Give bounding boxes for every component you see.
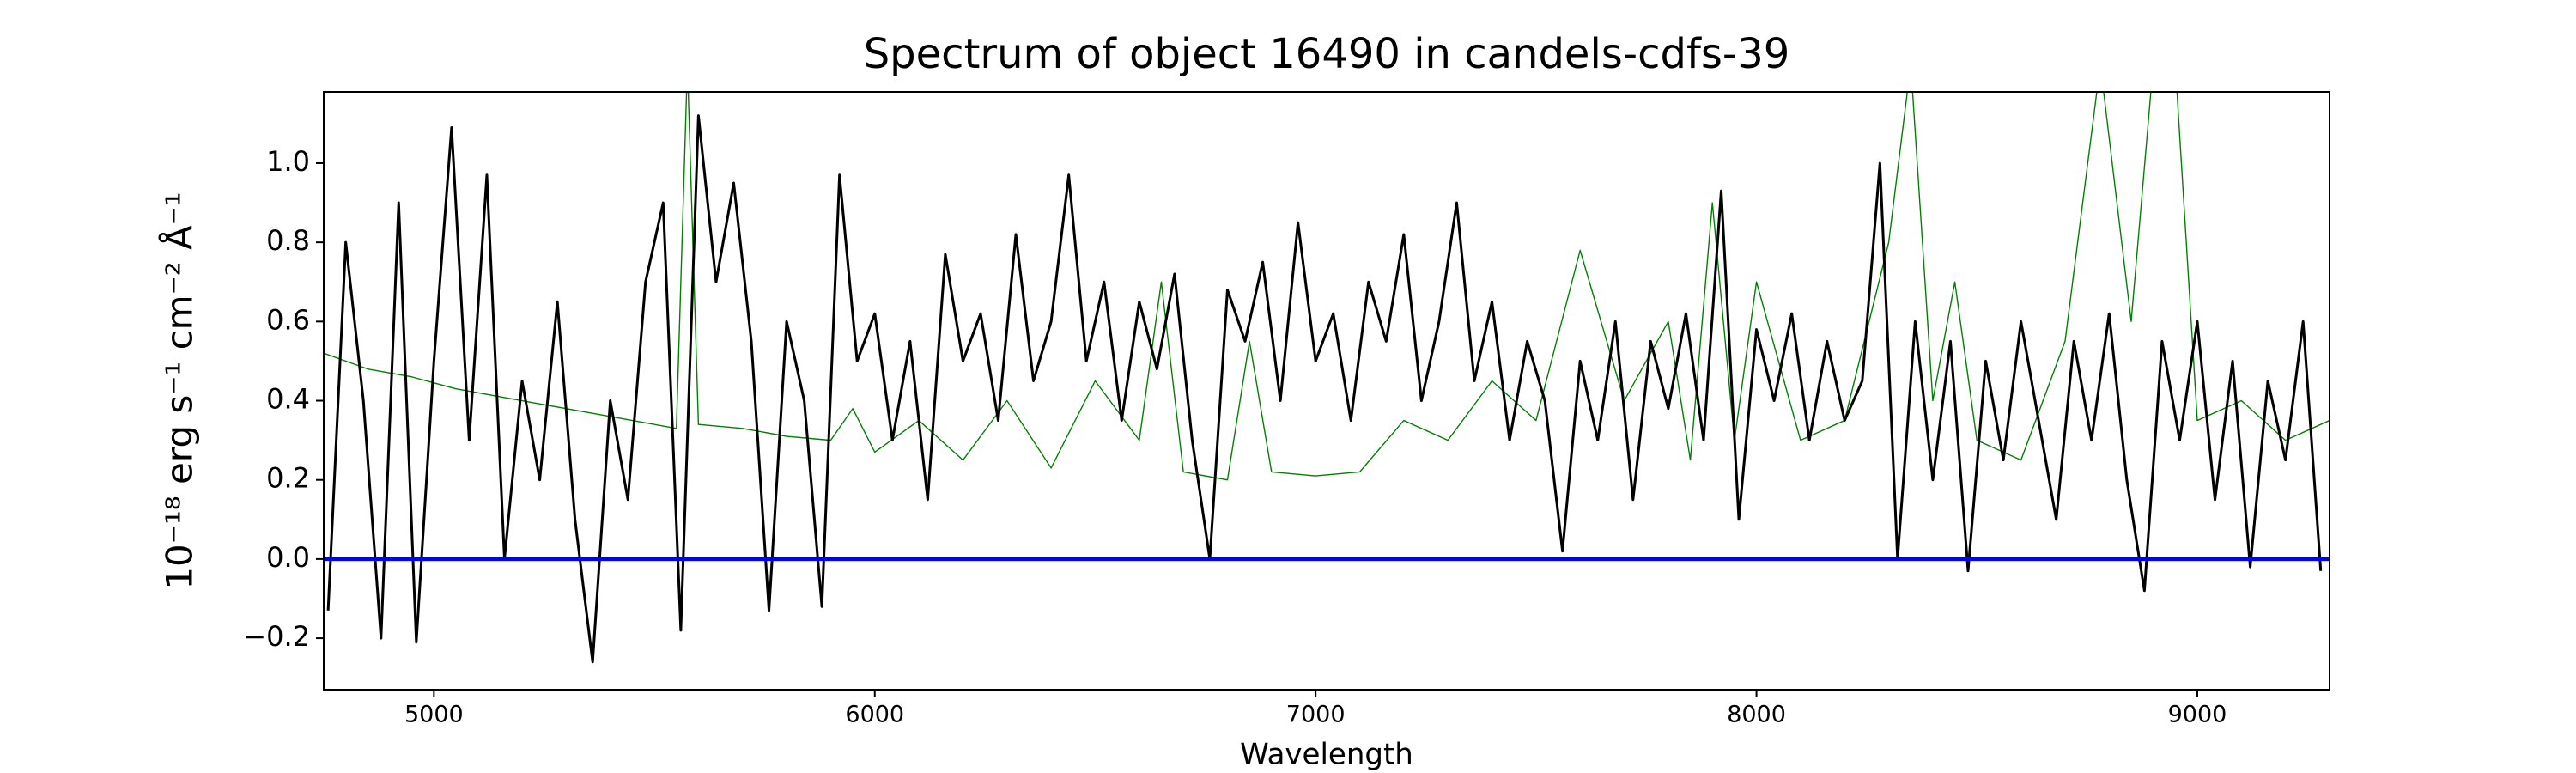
- y-tick-label: 0.4: [266, 383, 310, 416]
- y-axis-label: 10⁻¹⁸ erg s⁻¹ cm⁻² Å⁻¹: [158, 192, 201, 589]
- y-tick-label: 0.6: [266, 303, 310, 336]
- y-tick-label: 0.2: [266, 462, 310, 495]
- plot-area: [324, 92, 2330, 664]
- x-tick-label: 9000: [2168, 702, 2227, 728]
- x-tick-label: 6000: [845, 702, 904, 728]
- spectrum-line: [324, 92, 2330, 481]
- x-tick-label: 8000: [1727, 702, 1786, 728]
- y-tick-label: 0.0: [266, 541, 310, 574]
- y-tick-label: 0.8: [266, 224, 310, 257]
- x-axis-label: Wavelength: [1240, 738, 1413, 772]
- axes-frame: [323, 91, 2330, 691]
- y-tick-label: 1.0: [266, 145, 310, 178]
- spectrum-line: [326, 114, 2323, 664]
- x-tick-label: 7000: [1286, 702, 1346, 728]
- x-tick-label: 5000: [404, 702, 464, 728]
- y-tick-label: −0.2: [243, 620, 310, 653]
- chart-title: Spectrum of object 16490 in candels-cdfs…: [864, 30, 1790, 78]
